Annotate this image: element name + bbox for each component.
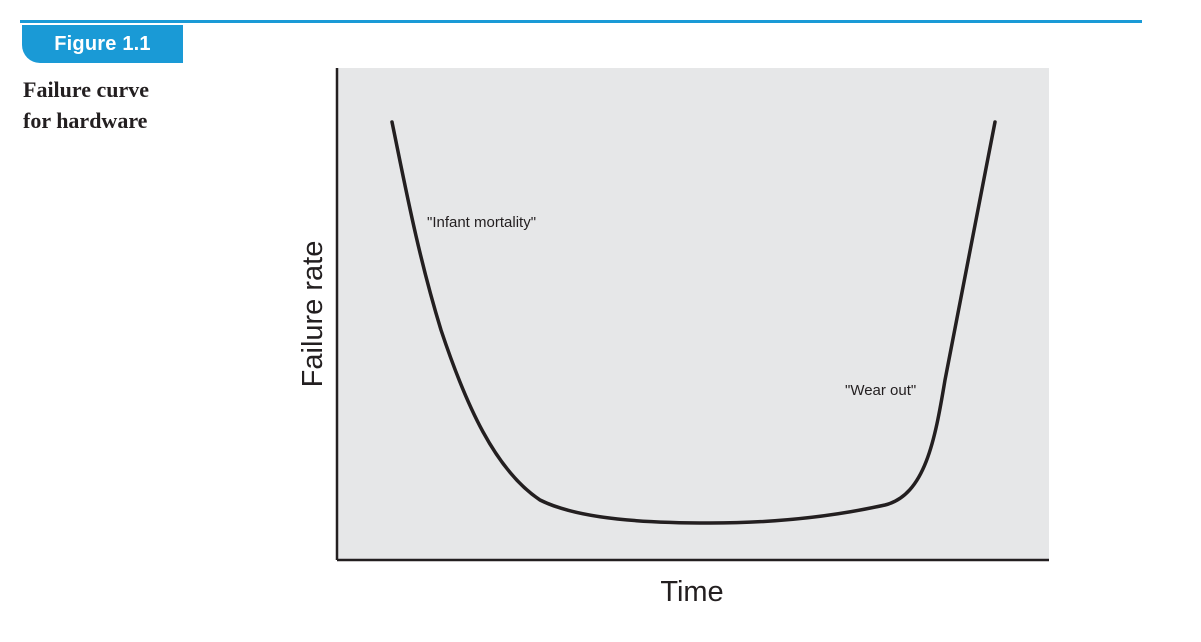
failure-curve [390, 120, 997, 525]
figure-label-tab: Figure 1.1 [22, 25, 183, 63]
wear-out-annotation: "Wear out" [845, 382, 916, 399]
infant-mortality-annotation: "Infant mortality" [427, 214, 536, 231]
plot-area [337, 68, 1049, 560]
top-rule [20, 20, 1142, 23]
x-axis-label: Time [660, 576, 723, 608]
y-axis-label: Failure rate [297, 241, 329, 388]
caption-line-2: for hardware [23, 108, 148, 133]
figure-caption: Failure curve for hardware [23, 74, 223, 136]
caption-line-1: Failure curve [23, 77, 150, 102]
figure-label: Figure 1.1 [54, 32, 151, 55]
